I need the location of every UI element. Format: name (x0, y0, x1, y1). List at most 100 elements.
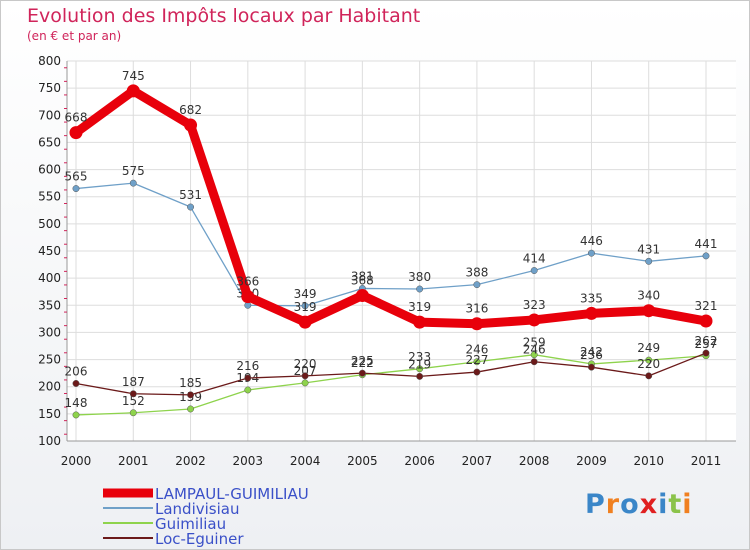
data-label: 340 (637, 289, 660, 303)
data-point (298, 315, 312, 329)
y-tick-label: 800 (38, 54, 61, 68)
data-label: 682 (179, 103, 202, 117)
logo-letter: o (620, 489, 640, 520)
data-point (642, 304, 656, 318)
y-tick-label: 150 (38, 407, 61, 421)
data-label: 319 (294, 300, 317, 314)
data-label: 246 (465, 343, 488, 357)
data-point (645, 257, 653, 265)
data-point (126, 84, 140, 98)
data-label: 316 (465, 302, 488, 316)
data-label: 441 (695, 237, 718, 251)
chart-subtitle: (en € et par an) (27, 29, 122, 43)
data-label: 249 (637, 341, 660, 355)
data-label: 246 (523, 343, 546, 357)
data-point (72, 185, 80, 193)
data-label: 368 (351, 274, 374, 288)
data-label: 575 (122, 164, 145, 178)
x-tick-label: 2010 (633, 454, 664, 468)
data-label: 242 (580, 345, 603, 359)
data-label: 220 (637, 357, 660, 371)
legend-label: Landivisiau (155, 500, 239, 518)
data-label: 148 (65, 396, 88, 410)
data-point (241, 290, 255, 304)
data-label: 388 (465, 266, 488, 280)
data-label: 446 (580, 234, 603, 248)
y-tick-label: 750 (38, 81, 61, 95)
y-tick-label: 250 (38, 353, 61, 367)
data-label: 745 (122, 69, 145, 83)
data-point (588, 363, 595, 371)
data-point (72, 411, 80, 419)
data-point (129, 390, 137, 398)
data-point (473, 281, 481, 289)
data-point (584, 306, 598, 320)
logo-letter: P (585, 489, 606, 520)
data-label: 222 (351, 356, 374, 370)
x-tick-label: 2004 (290, 454, 321, 468)
data-point (355, 289, 369, 303)
data-label: 233 (408, 350, 431, 364)
y-tick-label: 200 (38, 380, 61, 394)
data-point (187, 391, 194, 399)
y-tick-label: 350 (38, 298, 61, 312)
y-tick-label: 100 (38, 434, 61, 448)
data-label: 152 (122, 394, 145, 408)
chart-title: Evolution des Impôts locaux par Habitant (27, 5, 421, 27)
y-tick-label: 650 (38, 135, 61, 149)
series-line (75, 352, 707, 396)
series-line (71, 86, 711, 329)
data-label: 236 (580, 348, 603, 362)
data-point (72, 380, 80, 387)
data-label: 216 (236, 359, 259, 373)
data-label: 319 (408, 300, 431, 314)
y-tick-label: 500 (38, 217, 61, 231)
data-point (187, 405, 194, 413)
data-point (184, 118, 198, 132)
logo-letter: i (658, 489, 669, 520)
x-tick-label: 2006 (404, 454, 435, 468)
y-tick-label: 450 (38, 244, 61, 258)
data-point (416, 372, 424, 380)
data-label: 323 (523, 298, 546, 312)
data-point (702, 252, 710, 260)
data-point (244, 386, 252, 394)
data-point (301, 302, 309, 310)
data-point (69, 126, 83, 140)
data-point (129, 409, 137, 417)
data-label: 207 (294, 364, 317, 378)
data-label: 531 (179, 188, 202, 202)
data-label: 414 (523, 252, 546, 266)
data-label: 380 (408, 270, 431, 284)
legend-label: LAMPAUL-GUIMILIAU (155, 485, 309, 503)
data-label: 257 (695, 337, 718, 351)
data-point (129, 179, 137, 187)
data-point (416, 285, 424, 293)
y-tick-label: 700 (38, 108, 61, 122)
x-tick-label: 2011 (691, 454, 722, 468)
data-label: 185 (179, 376, 202, 390)
data-label: 381 (351, 269, 374, 283)
data-point (301, 379, 309, 387)
data-label: 349 (294, 287, 317, 301)
data-label: 259 (523, 336, 546, 350)
data-label: 366 (236, 275, 259, 289)
y-tick-label: 550 (38, 190, 61, 204)
y-tick-label: 300 (38, 325, 61, 339)
data-label: 431 (637, 242, 660, 256)
y-tick-label: 600 (38, 163, 61, 177)
x-tick-label: 2003 (233, 454, 264, 468)
x-tick-label: 2007 (462, 454, 493, 468)
logo-letter: t (668, 489, 683, 520)
data-point (699, 314, 713, 328)
x-tick-label: 2009 (576, 454, 607, 468)
data-point (527, 313, 541, 327)
data-point (187, 203, 194, 211)
data-point (413, 315, 427, 329)
x-tick-label: 2005 (347, 454, 378, 468)
data-point (358, 369, 366, 377)
x-tick-label: 2008 (519, 454, 550, 468)
legend: LAMPAUL-GUIMILIAULandivisiauGuimiliauLoc… (103, 485, 309, 548)
